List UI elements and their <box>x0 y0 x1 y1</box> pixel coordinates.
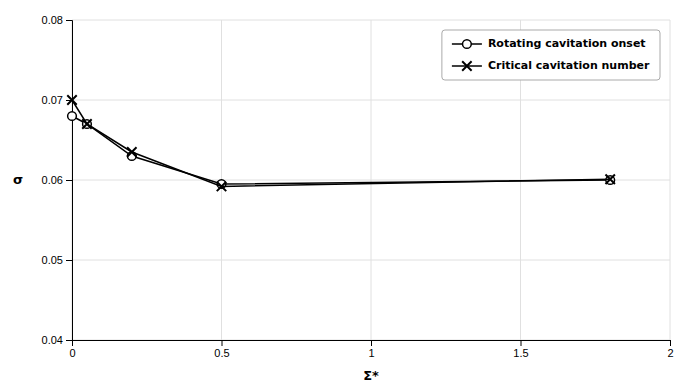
grid-line-y <box>72 100 670 101</box>
legend-marker <box>462 61 471 70</box>
tick: 0.05 <box>42 254 72 266</box>
y-axis-title: σ <box>13 172 23 187</box>
tick-label: 0.04 <box>42 334 63 346</box>
tick: 0.06 <box>42 174 72 186</box>
tick-label: 1 <box>368 347 374 359</box>
tick-label: 0.5 <box>214 347 229 359</box>
legend-marker <box>463 40 472 49</box>
tick: 0 <box>69 340 75 359</box>
tick: 1 <box>368 340 374 359</box>
x-axis-title: Σ* <box>363 368 379 383</box>
tick: 0.08 <box>42 14 72 26</box>
tick-mark <box>66 180 72 181</box>
series-line <box>72 100 610 186</box>
axis-line <box>73 341 671 347</box>
tick-mark <box>66 340 72 341</box>
tick-mark <box>670 340 671 346</box>
tick-mark <box>521 340 522 346</box>
grid-line-y <box>72 20 670 21</box>
tick: 1.5 <box>513 340 528 359</box>
legend-label: Critical cavitation number <box>488 59 650 72</box>
legend-label: Rotating cavitation onset <box>488 37 646 50</box>
tick-mark <box>222 340 223 346</box>
grid-line-y <box>72 260 670 261</box>
tick-mark <box>371 340 372 346</box>
tick: 0.04 <box>42 334 72 346</box>
grid <box>72 20 670 340</box>
tick-label: 0.06 <box>42 174 63 186</box>
chart: 0 0.5 1 1.5 2 0.04 0.05 0.06 0.07 0.08 Rotating ca… <box>0 0 694 392</box>
marks <box>67 95 615 191</box>
point <box>82 119 91 128</box>
legend: Rotating cavitation onset Critical cavita… <box>442 30 660 80</box>
x-axis: 0 0.5 1 1.5 2 <box>69 340 673 359</box>
tick-mark <box>66 20 72 21</box>
tick-label: 0.07 <box>42 94 63 106</box>
point <box>217 182 226 191</box>
point <box>68 112 77 121</box>
point <box>127 147 136 156</box>
point <box>605 174 614 183</box>
legend-box <box>442 30 660 80</box>
series-line <box>72 116 610 184</box>
point <box>83 120 92 129</box>
tick-mark <box>66 260 72 261</box>
point <box>67 95 76 104</box>
tick-label: 0.05 <box>42 254 63 266</box>
tick-label: 1.5 <box>513 347 528 359</box>
tick-label: 2 <box>667 347 673 359</box>
legend-item: Critical cavitation number <box>452 59 650 72</box>
legend-item: Rotating cavitation onset <box>452 37 646 50</box>
tick-label: 0.08 <box>42 14 63 26</box>
y-axis: 0.04 0.05 0.06 0.07 0.08 <box>42 14 73 346</box>
tick-label: 0 <box>69 347 75 359</box>
axis-line <box>66 21 73 341</box>
tick: 0.5 <box>214 340 229 359</box>
tick: 2 <box>667 340 673 359</box>
plot: 0 0.5 1 1.5 2 0.04 0.05 0.06 0.07 0.08 Rotating ca… <box>42 14 674 359</box>
